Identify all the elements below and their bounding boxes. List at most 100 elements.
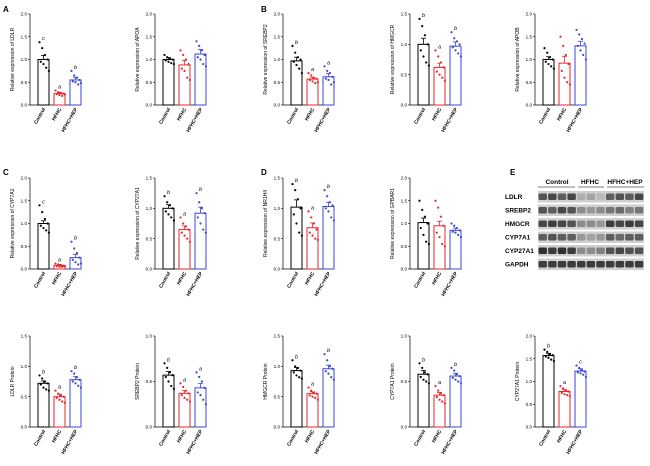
bar-control (290, 370, 303, 428)
data-point (180, 394, 183, 397)
data-point (38, 374, 41, 377)
data-point (324, 370, 327, 373)
y-tick-label: 2.0 (274, 12, 281, 17)
data-point (418, 199, 421, 202)
blot-band (538, 247, 547, 254)
data-point (74, 382, 77, 385)
data-point (548, 56, 552, 59)
blot-band (605, 261, 615, 268)
blot-label-cyp27a1: CYP27A1 (505, 248, 534, 255)
data-point (459, 55, 462, 58)
y-tick-label: 1.5 (274, 334, 281, 339)
blot-band (625, 247, 634, 254)
data-point (434, 384, 437, 388)
data-point (204, 65, 207, 68)
data-point (425, 380, 428, 383)
data-point (437, 55, 440, 58)
y-tick-label: 0.0 (146, 267, 153, 272)
data-point (63, 265, 66, 268)
y-tick-label: 0.5 (274, 394, 281, 399)
data-point (421, 208, 424, 211)
blot-band (567, 193, 576, 200)
data-point (296, 367, 299, 370)
blot-band (605, 207, 615, 214)
data-point (202, 398, 205, 401)
bar-control (162, 374, 175, 428)
bar-hfhc-hep (69, 79, 82, 106)
data-point (38, 41, 41, 44)
x-tick-label: Control (286, 428, 300, 447)
chart-11: 0.0 0.5 1.0 SREBP2 Protein b Control a HFHC a HFH… (135, 334, 207, 455)
x-tick-label: HFHC+HEP (440, 270, 459, 297)
data-point (427, 242, 430, 246)
data-point (544, 355, 547, 358)
data-point (458, 374, 461, 378)
data-point (59, 394, 63, 397)
data-point (54, 89, 57, 92)
x-tick-label: Control (33, 270, 47, 289)
data-point (330, 83, 333, 86)
data-point (422, 233, 425, 236)
data-point (564, 389, 568, 392)
data-point (291, 359, 294, 362)
data-point (187, 62, 190, 66)
data-point (74, 81, 77, 84)
blot-band (557, 207, 567, 214)
data-point (326, 359, 329, 362)
data-point (458, 229, 461, 232)
data-point (79, 386, 82, 389)
data-point (298, 231, 301, 234)
y-tick-label: 0.5 (21, 244, 28, 249)
data-point (195, 192, 198, 195)
data-point (200, 207, 203, 210)
data-point (327, 78, 330, 82)
data-point (548, 353, 552, 356)
data-point (310, 74, 313, 77)
data-point (450, 366, 453, 369)
data-point (453, 369, 456, 372)
x-tick-label: HFHC+HEP (565, 106, 584, 133)
blot-band (548, 193, 557, 200)
data-point (75, 376, 78, 379)
data-point (172, 62, 175, 66)
data-point (551, 354, 554, 357)
data-point (423, 215, 426, 218)
chart-2: 0.0 0.5 1.0 1.5 2.0 Relative expression of AP… (135, 12, 207, 133)
x-tick-label: Control (158, 106, 172, 125)
data-point (300, 72, 303, 75)
data-point (442, 66, 445, 69)
data-point (58, 93, 61, 97)
data-point (47, 69, 51, 72)
data-point (163, 195, 166, 198)
blot-band (548, 261, 557, 268)
data-point (331, 204, 334, 207)
blot-group-hfhc-hep: HFHC+HEP (607, 179, 643, 186)
charts-container: 0.0 0.5 1.0 1.5 2.0 Relative expression of LD… (10, 12, 588, 455)
data-point (204, 231, 207, 234)
blot-band (586, 234, 596, 241)
y-tick-label: 1.0 (401, 221, 408, 226)
data-point (441, 242, 444, 246)
blot-band (596, 247, 605, 254)
data-point (61, 265, 64, 268)
data-point (584, 58, 588, 61)
data-point (422, 378, 425, 381)
data-point (567, 62, 570, 66)
western-blot: Control HFHC HFHC+HEP LDLR SREBP2 HMGCR CYP… (505, 179, 644, 270)
data-point (78, 256, 81, 259)
data-point (296, 56, 299, 59)
y-axis-label: HMGCR Protein (263, 363, 269, 399)
data-point (200, 49, 203, 52)
data-point (196, 216, 199, 219)
data-point (438, 73, 441, 76)
y-tick-label: 0.0 (274, 267, 281, 272)
x-tick-label: HFHC+HEP (185, 106, 204, 133)
data-point (70, 370, 73, 373)
significance-label: b (167, 357, 170, 363)
data-point (188, 78, 191, 82)
data-point (546, 51, 549, 54)
data-point (562, 44, 565, 47)
significance-label: a (311, 205, 314, 211)
significance-label: b (327, 348, 330, 354)
data-point (166, 366, 169, 369)
